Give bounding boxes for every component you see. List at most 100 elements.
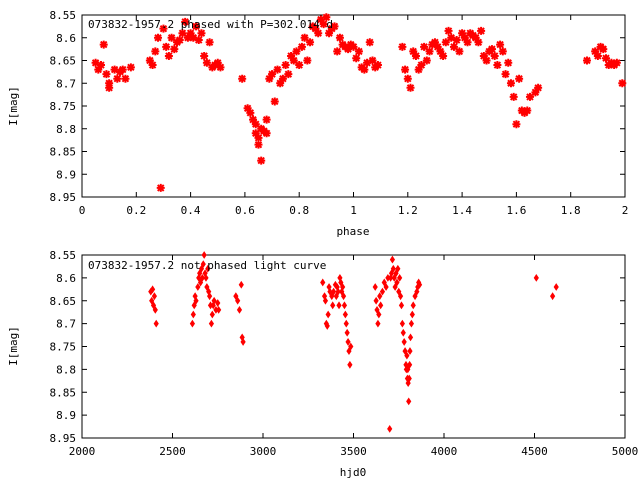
data-point bbox=[390, 264, 396, 273]
data-point bbox=[193, 296, 199, 305]
data-point bbox=[379, 287, 386, 296]
data-point bbox=[153, 319, 159, 328]
data-point bbox=[525, 92, 534, 101]
data-point bbox=[398, 42, 407, 51]
data-point bbox=[254, 140, 263, 149]
data-point bbox=[254, 133, 263, 142]
data-point bbox=[441, 38, 450, 47]
data-point bbox=[194, 36, 203, 45]
data-point bbox=[215, 299, 221, 307]
data-point bbox=[373, 61, 382, 70]
data-point bbox=[314, 29, 323, 38]
data-point bbox=[341, 301, 348, 310]
data-point bbox=[375, 319, 381, 328]
data-point bbox=[449, 42, 458, 51]
data-point bbox=[333, 47, 342, 56]
data-point bbox=[149, 285, 156, 294]
plot-frame bbox=[81, 254, 626, 439]
data-point bbox=[156, 183, 165, 192]
data-point bbox=[243, 104, 252, 113]
y-tick-label: 8.9 bbox=[56, 409, 76, 422]
data-point bbox=[363, 58, 372, 67]
data-point bbox=[487, 45, 496, 54]
data-point bbox=[191, 301, 197, 310]
data-point bbox=[336, 301, 342, 310]
data-point bbox=[383, 283, 389, 291]
data-point bbox=[348, 342, 354, 351]
data-point bbox=[388, 269, 395, 278]
data-point bbox=[410, 301, 416, 310]
data-point bbox=[405, 365, 411, 374]
y-tick-label: 8.95 bbox=[50, 432, 77, 445]
y-tick-label: 8.55 bbox=[50, 249, 77, 262]
data-point bbox=[444, 26, 453, 35]
data-point bbox=[474, 38, 483, 47]
y-axis-ticks: 8.55 8.6 8.65 8.7 8.75 8.8 8.85 8.9 8.95 bbox=[50, 249, 625, 445]
data-point bbox=[164, 51, 173, 60]
chart-title: 073832-1957.2 not phased light curve bbox=[88, 259, 326, 272]
data-point bbox=[320, 278, 326, 287]
data-point bbox=[582, 56, 591, 65]
data-point bbox=[205, 38, 214, 47]
x-tick-label: 5000 bbox=[612, 445, 639, 458]
data-point bbox=[452, 36, 461, 45]
data-point bbox=[399, 319, 405, 328]
data-point bbox=[97, 61, 106, 70]
data-point bbox=[287, 51, 296, 60]
x-tick-label: 4000 bbox=[431, 445, 458, 458]
data-point bbox=[391, 273, 397, 282]
y-tick-label: 8.6 bbox=[56, 32, 76, 45]
x-tick-label: 0.8 bbox=[289, 204, 309, 217]
data-point bbox=[479, 51, 488, 60]
data-point bbox=[601, 54, 610, 63]
x-axis-label: phase bbox=[336, 225, 369, 238]
data-point bbox=[324, 322, 330, 330]
data-point bbox=[340, 283, 346, 291]
data-point bbox=[401, 338, 407, 346]
data-point bbox=[178, 29, 187, 38]
data-point bbox=[208, 319, 215, 328]
data-point bbox=[493, 61, 502, 70]
x-tick-label: 0 bbox=[79, 204, 86, 217]
data-point bbox=[316, 15, 325, 24]
data-point bbox=[400, 328, 406, 337]
data-point bbox=[401, 65, 410, 74]
data-points bbox=[148, 251, 559, 433]
data-point bbox=[344, 328, 350, 337]
y-tick-label: 8.85 bbox=[50, 146, 77, 159]
data-point bbox=[152, 305, 158, 314]
x-tick-label: 2000 bbox=[69, 445, 96, 458]
y-tick-label: 8.85 bbox=[50, 386, 77, 399]
data-point bbox=[512, 120, 521, 129]
data-point bbox=[381, 278, 387, 287]
data-point bbox=[262, 115, 271, 124]
data-point bbox=[397, 273, 403, 282]
y-tick-label: 8.6 bbox=[56, 272, 76, 285]
data-point bbox=[523, 106, 532, 115]
data-point bbox=[387, 424, 393, 433]
data-point bbox=[262, 129, 271, 138]
data-point bbox=[257, 156, 266, 165]
data-point bbox=[430, 38, 439, 47]
data-point bbox=[409, 47, 418, 56]
data-point bbox=[327, 287, 333, 296]
data-point bbox=[618, 79, 627, 88]
data-point bbox=[340, 292, 347, 301]
data-point bbox=[289, 56, 298, 65]
data-point bbox=[394, 278, 400, 287]
data-point bbox=[202, 58, 211, 67]
data-point bbox=[205, 264, 211, 273]
data-point bbox=[349, 42, 358, 51]
data-point bbox=[409, 310, 415, 319]
data-point bbox=[213, 58, 222, 67]
data-point bbox=[406, 374, 412, 383]
x-tick-label: 2 bbox=[622, 204, 629, 217]
data-point bbox=[460, 33, 469, 42]
data-point bbox=[238, 74, 247, 83]
y-tick-label: 8.65 bbox=[50, 295, 77, 308]
data-point bbox=[268, 70, 277, 79]
data-point bbox=[199, 273, 205, 282]
data-point bbox=[342, 310, 348, 319]
data-point bbox=[352, 54, 361, 63]
